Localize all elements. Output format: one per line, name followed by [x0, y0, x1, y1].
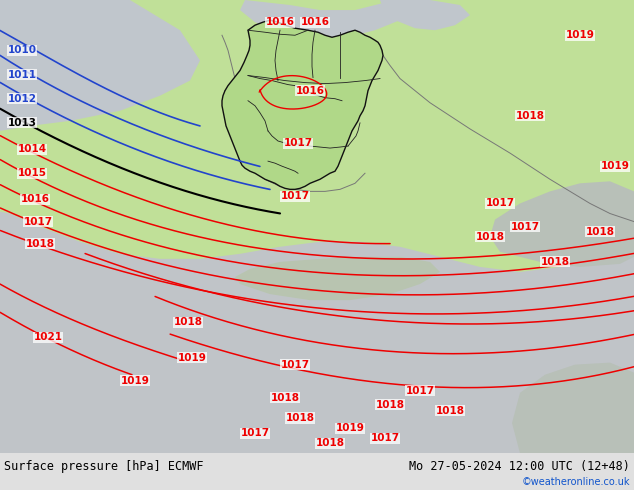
Text: 1015: 1015 [18, 168, 46, 178]
Text: Surface pressure [hPa] ECMWF: Surface pressure [hPa] ECMWF [4, 460, 204, 473]
Text: 1018: 1018 [515, 111, 545, 121]
Text: 1019: 1019 [120, 376, 150, 386]
Text: 1021: 1021 [34, 332, 63, 343]
Text: 1019: 1019 [600, 161, 630, 171]
Text: 1012: 1012 [8, 94, 37, 104]
Text: 1016: 1016 [301, 17, 330, 27]
Text: 1017: 1017 [486, 198, 515, 208]
Text: 1018: 1018 [436, 406, 465, 416]
Text: 1018: 1018 [25, 239, 55, 249]
Text: 1011: 1011 [8, 70, 37, 79]
Text: 1017: 1017 [240, 428, 269, 438]
Polygon shape [240, 0, 420, 38]
Text: 1018: 1018 [375, 400, 404, 410]
Polygon shape [0, 0, 200, 131]
Text: 1019: 1019 [566, 30, 595, 40]
Text: 1010: 1010 [8, 46, 37, 55]
Text: Mo 27-05-2024 12:00 UTC (12+48): Mo 27-05-2024 12:00 UTC (12+48) [409, 460, 630, 473]
Text: 1019: 1019 [178, 353, 207, 363]
Text: 1016: 1016 [266, 17, 295, 27]
Text: 1017: 1017 [280, 360, 309, 369]
Polygon shape [0, 0, 634, 453]
Text: 1018: 1018 [541, 257, 569, 267]
Polygon shape [235, 257, 440, 300]
Text: 1018: 1018 [316, 438, 344, 448]
Polygon shape [512, 363, 634, 453]
Text: 1017: 1017 [370, 433, 399, 443]
Text: 1017: 1017 [283, 138, 313, 148]
Polygon shape [380, 0, 470, 30]
Text: 1017: 1017 [510, 221, 540, 232]
Text: 1018: 1018 [285, 413, 314, 423]
Text: 1018: 1018 [174, 318, 202, 327]
Polygon shape [222, 20, 383, 189]
Polygon shape [490, 181, 634, 267]
Text: 1019: 1019 [335, 423, 365, 433]
Text: 1014: 1014 [18, 144, 46, 154]
Text: 1013: 1013 [8, 118, 37, 128]
Text: 1017: 1017 [23, 217, 53, 226]
Polygon shape [0, 0, 634, 272]
Polygon shape [0, 0, 634, 206]
Text: 1018: 1018 [586, 227, 614, 237]
Text: 1018: 1018 [476, 232, 505, 242]
Text: 1017: 1017 [280, 192, 309, 201]
Text: 1016: 1016 [20, 195, 49, 204]
Text: 1018: 1018 [271, 393, 299, 403]
Text: 1016: 1016 [295, 86, 325, 96]
Text: 1017: 1017 [405, 386, 434, 396]
Text: ©weatheronline.co.uk: ©weatheronline.co.uk [522, 477, 630, 487]
